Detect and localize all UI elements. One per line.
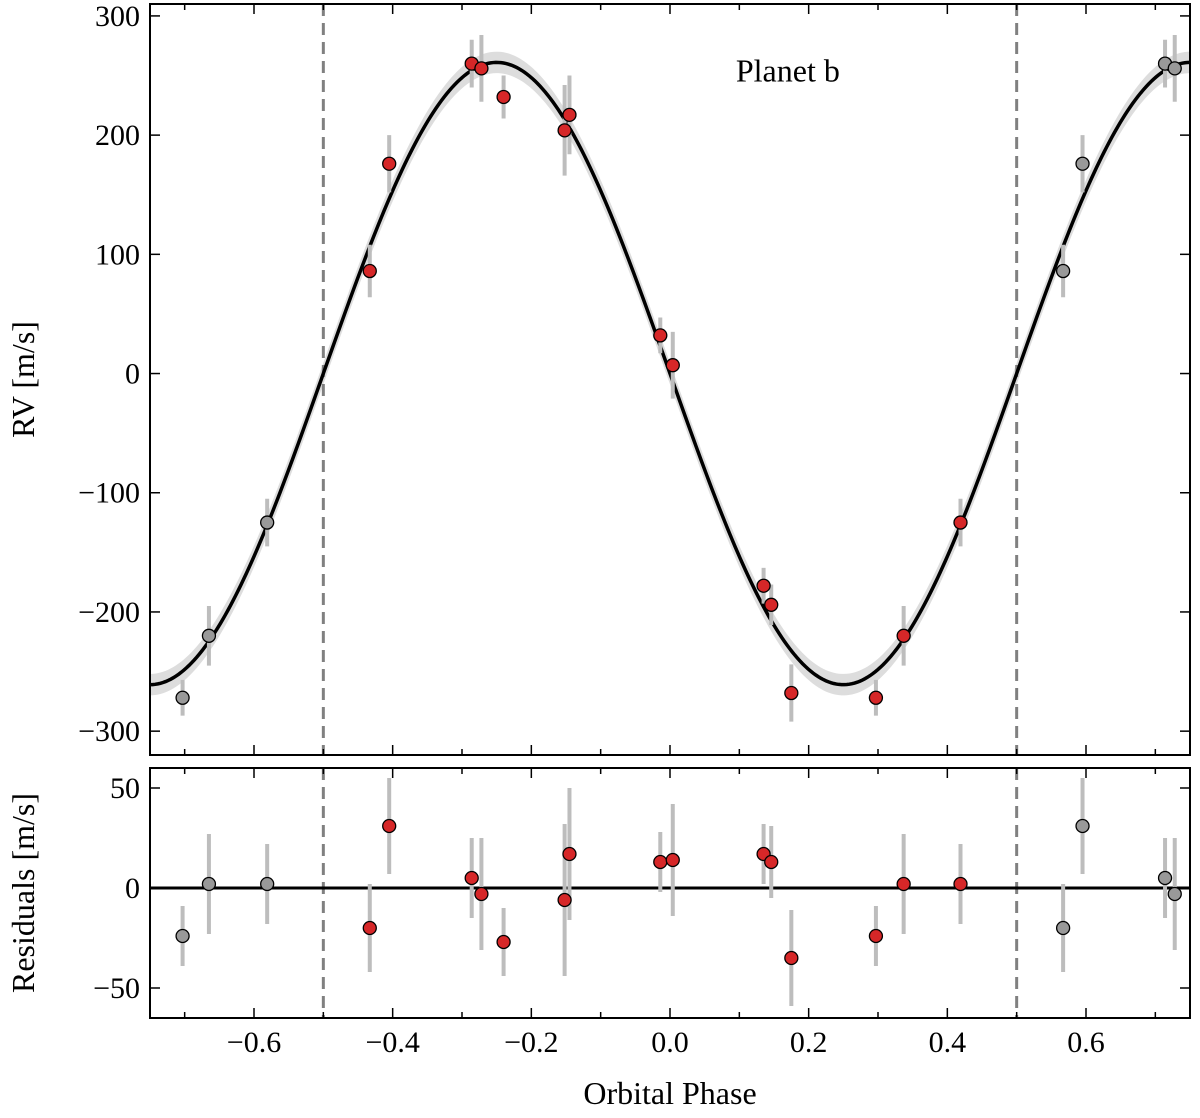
data-point: [474, 886, 489, 902]
data-point-repeated: [201, 876, 217, 892]
data-point: [868, 928, 884, 944]
data-point: [665, 852, 680, 868]
rv-plot-area: [150, 4, 1190, 755]
x-tick-label: −0.4: [365, 1026, 419, 1059]
y-tick-label: −300: [78, 715, 140, 748]
data-point: [764, 854, 779, 870]
data-point: [562, 107, 577, 123]
data-point: [653, 854, 668, 870]
x-axis-title: Orbital Phase: [583, 1075, 756, 1111]
data-point: [784, 950, 799, 966]
y-axis-title-rv: RV [m/s]: [5, 321, 41, 438]
x-tick-label: −0.6: [227, 1026, 281, 1059]
planet-label: Planet b: [736, 52, 840, 88]
data-point: [362, 920, 377, 936]
data-point: [953, 876, 968, 892]
y-tick-label: −100: [78, 477, 140, 510]
data-point: [868, 690, 884, 705]
data-point-repeated: [1075, 156, 1090, 171]
y-tick-label: 300: [95, 0, 140, 33]
data-point-repeated: [1167, 61, 1182, 76]
residuals-panel: −50 0 50 −0.6 −0.4 −0.2 0.0 0.2 0.4 0.6: [93, 767, 1191, 1059]
y-tick-label: 0: [125, 872, 140, 905]
rv-panel: −300 −200 −100 0 100 200 300: [78, 0, 1191, 756]
data-point: [756, 578, 771, 593]
y-tick-label: 0: [125, 358, 140, 391]
y-axis-title-residuals: Residuals [m/s]: [5, 793, 41, 993]
keplerian-model-curve: [150, 60, 1190, 687]
data-point: [362, 263, 377, 279]
data-point: [665, 358, 680, 373]
data-point: [496, 934, 511, 950]
x-tick-label: 0.2: [790, 1026, 828, 1059]
data-point: [557, 892, 572, 908]
x-tick-label: 0.6: [1067, 1026, 1105, 1059]
residuals-panel-frame: [149, 767, 1191, 1019]
data-point: [764, 597, 779, 612]
data-point: [562, 846, 577, 862]
data-point: [557, 123, 572, 138]
y-tick-label: 50: [110, 772, 140, 805]
y-tick-label: 100: [95, 238, 140, 271]
data-point: [496, 89, 511, 105]
data-point: [382, 818, 397, 834]
data-point-repeated: [1157, 870, 1173, 886]
data-point: [784, 685, 799, 701]
data-point: [896, 876, 911, 892]
data-point-repeated: [260, 876, 275, 892]
data-point-repeated: [175, 690, 190, 705]
x-tick-label: 0.4: [929, 1026, 967, 1059]
data-point: [653, 328, 668, 343]
data-point-repeated: [201, 628, 217, 643]
data-point-repeated: [1055, 920, 1071, 936]
data-point: [474, 61, 489, 76]
y-tick-label: −200: [78, 596, 140, 629]
data-point: [382, 156, 397, 171]
residuals-plot-area: [150, 768, 1190, 1018]
data-point: [896, 628, 911, 643]
data-point: [953, 515, 968, 530]
x-tick-label: 0.0: [651, 1026, 689, 1059]
y-tick-label: −50: [93, 972, 140, 1005]
data-point-repeated: [1055, 263, 1071, 279]
x-tick-label: −0.2: [504, 1026, 558, 1059]
data-point-repeated: [1167, 886, 1182, 902]
data-point-repeated: [260, 515, 275, 530]
y-tick-label: 200: [95, 119, 140, 152]
data-point: [464, 870, 479, 886]
data-point-repeated: [1075, 818, 1090, 834]
data-point-repeated: [175, 928, 190, 944]
